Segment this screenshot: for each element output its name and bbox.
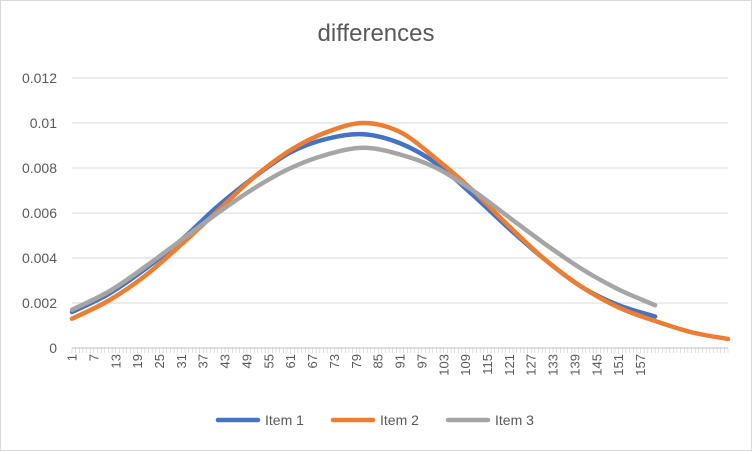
y-tick-label: 0.002 (22, 295, 57, 311)
x-tick-label: 133 (546, 354, 561, 376)
x-tick-label: 151 (611, 354, 626, 376)
legend: Item 1 Item 2 Item 3 (215, 412, 534, 428)
x-tick-label: 127 (524, 354, 539, 376)
series-line-item-2 (69, 120, 731, 342)
x-tick-label: 31 (174, 354, 189, 368)
series-line-item-3 (69, 145, 658, 312)
x-tick-label: 49 (239, 354, 254, 368)
x-tick-label: 73 (327, 354, 342, 368)
x-tick-label: 19 (130, 354, 145, 368)
y-tick-label: 0.012 (22, 70, 57, 86)
x-axis: 1 7 13 19 25 31 37 43 49 55 61 67 73 79 85 91 97 103 109 11… (65, 348, 729, 376)
x-tick-label: 37 (196, 354, 211, 368)
x-tick-label: 157 (633, 354, 648, 376)
series-line-item-1 (69, 131, 658, 319)
y-tick-label: 0.004 (22, 250, 57, 266)
x-tick-label: 103 (436, 354, 451, 376)
series-group (69, 120, 731, 342)
x-tick-label: 7 (86, 354, 101, 361)
x-tick-label: 67 (305, 354, 320, 368)
chart-title: differences (317, 20, 435, 47)
x-tick-label: 25 (152, 354, 167, 368)
y-axis: 0 0.002 0.004 0.006 0.008 0.01 0.012 (22, 70, 57, 356)
x-tick-label: 121 (502, 354, 517, 376)
x-tick-label: 145 (589, 354, 604, 376)
legend-label-item-2: Item 2 (380, 412, 419, 428)
x-tick-label: 13 (108, 354, 123, 368)
x-tick-label: 91 (393, 354, 408, 368)
x-tick-label: 43 (218, 354, 233, 368)
gridlines (72, 77, 728, 349)
x-tick-label: 79 (349, 354, 364, 368)
legend-label-item-1: Item 1 (265, 412, 304, 428)
y-tick-label: 0.008 (22, 160, 57, 176)
x-tick-label: 61 (283, 354, 298, 368)
legend-label-item-3: Item 3 (495, 412, 534, 428)
x-tick-label: 115 (480, 354, 495, 375)
x-tick-label: 55 (261, 354, 276, 368)
x-tick-label: 97 (414, 354, 429, 368)
y-tick-label: 0.01 (30, 115, 57, 131)
x-tick-label: 109 (458, 354, 473, 376)
x-tick-label: 139 (567, 354, 582, 376)
y-tick-label: 0.006 (22, 205, 57, 221)
x-tick-label: 1 (65, 354, 80, 361)
y-tick-label: 0 (49, 340, 57, 356)
x-tick-label: 85 (371, 354, 386, 368)
